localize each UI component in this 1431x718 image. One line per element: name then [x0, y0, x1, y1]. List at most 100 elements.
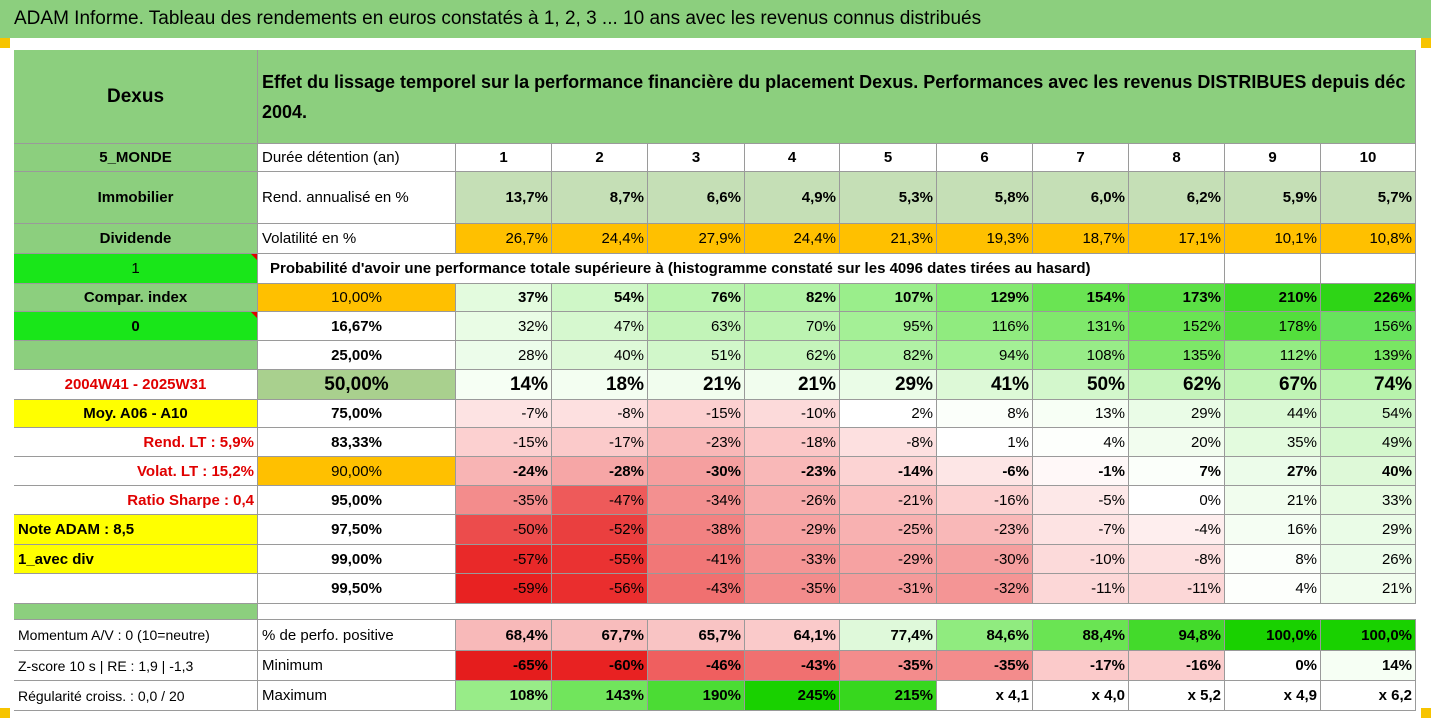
vol-value: 24,4% — [745, 224, 840, 254]
comment-marker — [251, 312, 257, 318]
spacer-cell — [14, 604, 258, 620]
prob-value: -10% — [745, 400, 840, 428]
prob-value: 21% — [745, 370, 840, 400]
prob-value: -7% — [456, 400, 552, 428]
prob-value: 95% — [840, 312, 937, 341]
rend-value: 4,9% — [745, 172, 840, 224]
threshold-cell: 99,00% — [258, 545, 456, 574]
prob-value: -41% — [648, 545, 745, 574]
prob-value: 107% — [840, 284, 937, 312]
year-header: 9 — [1225, 144, 1321, 172]
prob-value: -50% — [456, 515, 552, 545]
prob-value: 50% — [1033, 370, 1129, 400]
pos-value: 88,4% — [1033, 620, 1129, 651]
prob-value: 40% — [552, 341, 648, 370]
pos-value: 67,7% — [552, 620, 648, 651]
moy-label: Moy. A06 - A10 — [14, 400, 258, 428]
min-value: -35% — [937, 651, 1033, 681]
pos-label: % de perfo. positive — [258, 620, 456, 651]
prob-value: -25% — [840, 515, 937, 545]
prob-value: 35% — [1225, 428, 1321, 457]
rend-value: 5,7% — [1321, 172, 1416, 224]
rend-value: 6,0% — [1033, 172, 1129, 224]
prob-value: 108% — [1033, 341, 1129, 370]
period-label: 2004W41 - 2025W31 — [14, 370, 258, 400]
max-value: 143% — [552, 681, 648, 711]
corner-marker — [1421, 708, 1431, 718]
prob-value: -11% — [1129, 574, 1225, 604]
momentum-label: Momentum A/V : 0 (10=neutre) — [14, 620, 258, 651]
pos-value: 68,4% — [456, 620, 552, 651]
prob-value: 154% — [1033, 284, 1129, 312]
vol-value: 26,7% — [456, 224, 552, 254]
year-header: 7 — [1033, 144, 1129, 172]
prob-value: 26% — [1321, 545, 1416, 574]
threshold-cell: 25,00% — [258, 341, 456, 370]
corner-marker — [1421, 38, 1431, 48]
year-header: 1 — [456, 144, 552, 172]
prob-value: -28% — [552, 457, 648, 486]
prob-value: -23% — [648, 428, 745, 457]
duration-label: Durée détention (an) — [258, 144, 456, 172]
prob-value: -16% — [937, 486, 1033, 515]
vol-value: 19,3% — [937, 224, 1033, 254]
vol-value: 10,1% — [1225, 224, 1321, 254]
vol-value: 21,3% — [840, 224, 937, 254]
prob-value: 37% — [456, 284, 552, 312]
report-title: ADAM Informe. Tableau des rendements en … — [0, 0, 1431, 38]
max-value: x 5,2 — [1129, 681, 1225, 711]
threshold-cell: 90,00% — [258, 457, 456, 486]
prob-value: -15% — [456, 428, 552, 457]
threshold-cell: 10,00% — [258, 284, 456, 312]
prob-value: 28% — [456, 341, 552, 370]
prob-value: 116% — [937, 312, 1033, 341]
prob-value: 44% — [1225, 400, 1321, 428]
prob-value: 16% — [1225, 515, 1321, 545]
corner-marker — [0, 708, 10, 718]
prob-value: -14% — [840, 457, 937, 486]
pos-value: 77,4% — [840, 620, 937, 651]
min-value: 0% — [1225, 651, 1321, 681]
pos-value: 100,0% — [1225, 620, 1321, 651]
note-adam-label: Note ADAM : 8,5 — [14, 515, 258, 545]
threshold-cell: 83,33% — [258, 428, 456, 457]
max-value: x 6,2 — [1321, 681, 1416, 711]
vol-value: 10,8% — [1321, 224, 1416, 254]
prob-value: -59% — [456, 574, 552, 604]
rend-value: 6,6% — [648, 172, 745, 224]
prob-value: -5% — [1033, 486, 1129, 515]
prob-value: -35% — [745, 574, 840, 604]
prob-value: 76% — [648, 284, 745, 312]
value-1-cell: 1 — [14, 254, 258, 284]
min-value: -65% — [456, 651, 552, 681]
spacer-cell — [258, 604, 1416, 620]
prob-value: 152% — [1129, 312, 1225, 341]
prob-value: -29% — [840, 545, 937, 574]
prob-value: -30% — [937, 545, 1033, 574]
prob-value: 131% — [1033, 312, 1129, 341]
prob-value: 173% — [1129, 284, 1225, 312]
pos-value: 84,6% — [937, 620, 1033, 651]
max-value: x 4,1 — [937, 681, 1033, 711]
prob-value: -57% — [456, 545, 552, 574]
rend-value: 8,7% — [552, 172, 648, 224]
prob-value: 210% — [1225, 284, 1321, 312]
prob-value: 94% — [937, 341, 1033, 370]
prob-value: -55% — [552, 545, 648, 574]
max-value: 108% — [456, 681, 552, 711]
prob-value: 2% — [840, 400, 937, 428]
prob-value: -8% — [840, 428, 937, 457]
compar-index-label: Compar. index — [14, 284, 258, 312]
threshold-cell: 50,00% — [258, 370, 456, 400]
prob-value: -31% — [840, 574, 937, 604]
rend-value: 13,7% — [456, 172, 552, 224]
corner-marker — [0, 38, 10, 48]
prob-value: -6% — [937, 457, 1033, 486]
prob-value: 112% — [1225, 341, 1321, 370]
prob-value: 156% — [1321, 312, 1416, 341]
year-header: 3 — [648, 144, 745, 172]
volat-lt-label: Volat. LT : 15,2% — [14, 457, 258, 486]
prob-value: 29% — [840, 370, 937, 400]
prob-value: -4% — [1129, 515, 1225, 545]
prob-value: 8% — [937, 400, 1033, 428]
